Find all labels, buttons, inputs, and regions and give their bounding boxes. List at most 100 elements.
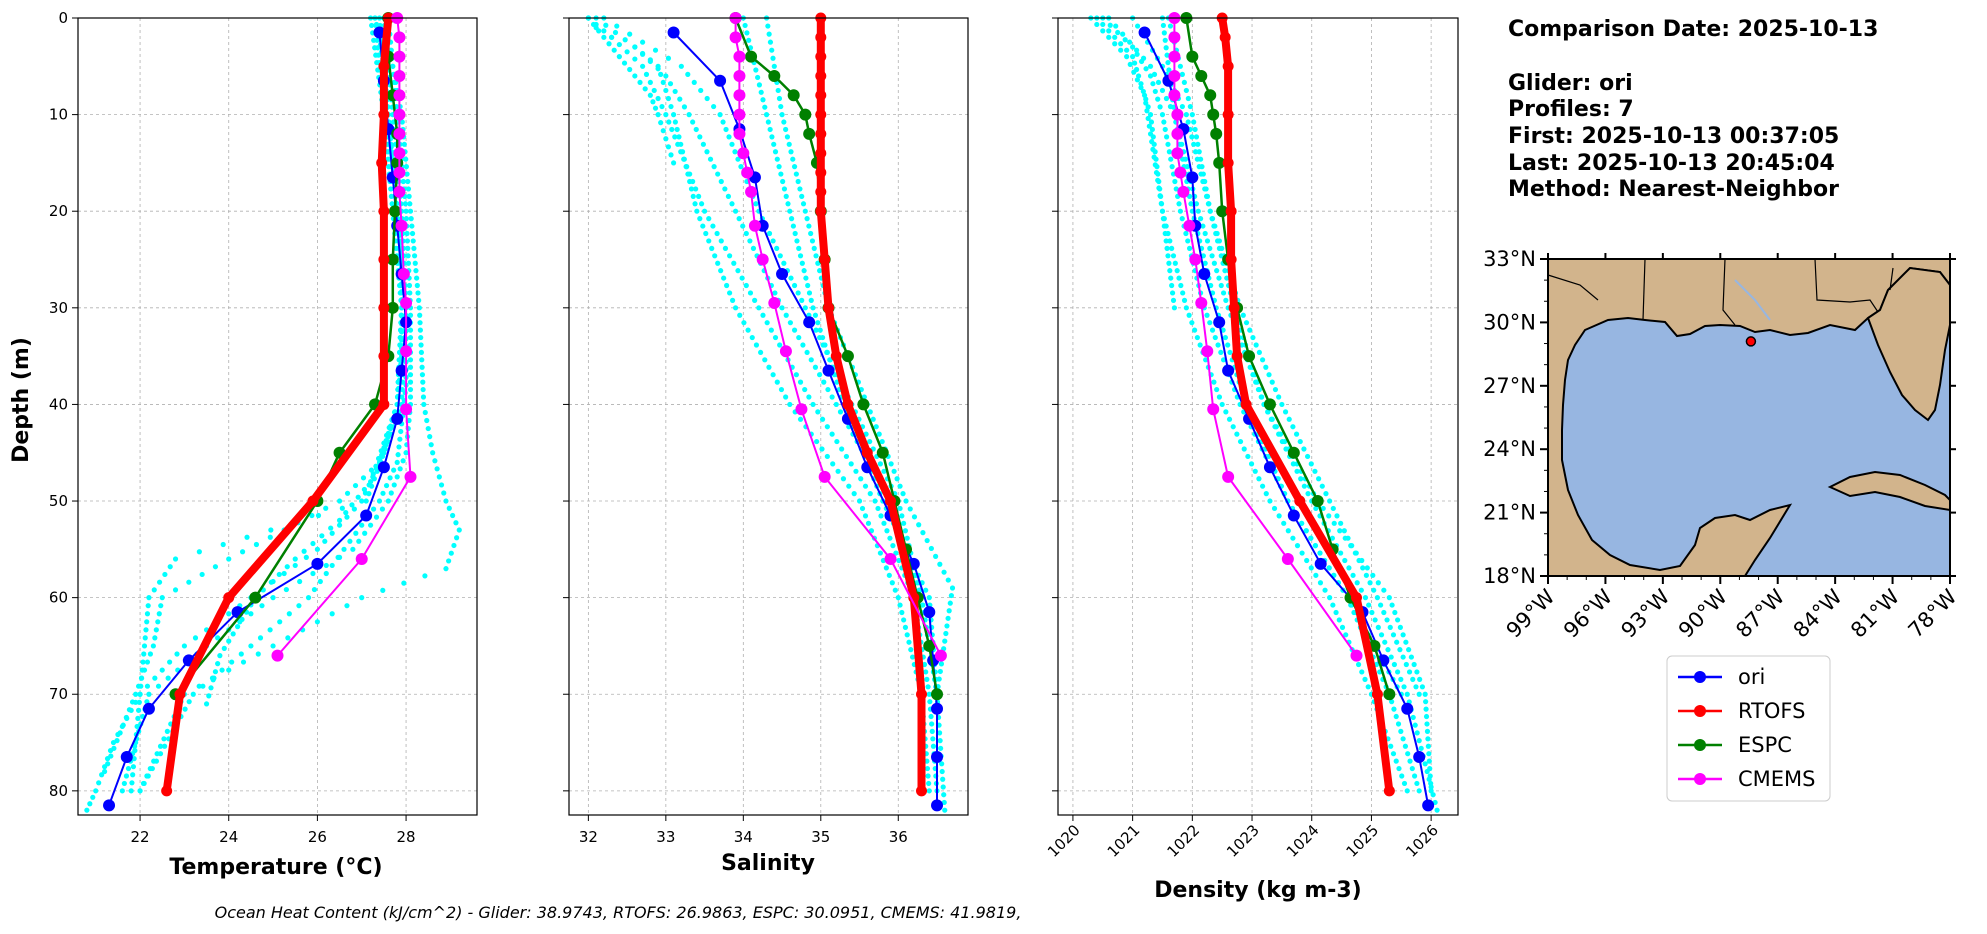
glider-raw-point (1391, 661, 1397, 668)
glider-raw-point (685, 71, 691, 77)
glider-raw-point (407, 290, 413, 296)
glider-raw-point (360, 475, 367, 481)
glider-raw-point (797, 186, 803, 192)
glider-raw-point (783, 312, 789, 318)
glider-raw-point (1330, 602, 1336, 608)
glider-raw-point (400, 458, 406, 464)
series-point-espc (1243, 350, 1256, 363)
glider-raw-point (668, 103, 674, 110)
glider-raw-point (1424, 728, 1431, 734)
glider-raw-point (1122, 37, 1128, 43)
glider-raw-point (387, 423, 394, 429)
glider-raw-point (90, 794, 96, 800)
glider-raw-point (200, 683, 206, 689)
glider-raw-point (819, 416, 826, 422)
glider-raw-point (590, 21, 597, 28)
glider-raw-point (353, 530, 359, 536)
glider-raw-point (446, 505, 452, 511)
glider-raw-point (1267, 498, 1273, 504)
series-point-espc (1195, 69, 1208, 82)
glider-raw-point (235, 624, 241, 630)
glider-raw-point (268, 527, 274, 533)
series-point-rtofs (1383, 785, 1395, 797)
glider-raw-point (441, 490, 447, 496)
glider-raw-point (739, 275, 745, 281)
glider-raw-point (303, 554, 309, 560)
series-point-rtofs (819, 254, 831, 266)
glider-raw-point (397, 342, 403, 348)
glider-raw-point (1388, 743, 1394, 749)
series-point-rtofs (378, 350, 390, 362)
glider-raw-point (1290, 461, 1296, 467)
glider-raw-point (1423, 713, 1430, 720)
series-point-cmems (393, 50, 406, 63)
glider-raw-point (417, 312, 423, 318)
glider-raw-point (793, 372, 799, 378)
glider-raw-point (1147, 73, 1154, 79)
glider-raw-point (1172, 260, 1178, 266)
glider-raw-point (1395, 721, 1402, 727)
glider-raw-point (827, 357, 833, 363)
glider-raw-point (1301, 446, 1307, 452)
glider-raw-point (1422, 761, 1428, 767)
series-point-rtofs (815, 128, 827, 140)
glider-raw-point (1426, 751, 1432, 757)
legend-marker-espc (1694, 739, 1706, 751)
glider-raw-point (141, 643, 148, 649)
glider-raw-point (219, 667, 225, 673)
glider-raw-point (1219, 401, 1225, 408)
glider-raw-point (1207, 208, 1213, 214)
glider-raw-point (283, 586, 289, 593)
glider-raw-point (1181, 297, 1188, 303)
legend-label-rtofs: RTOFS (1738, 699, 1805, 723)
glider-raw-point (858, 476, 864, 482)
glider-raw-point (1158, 200, 1164, 207)
series-point-ori (776, 268, 789, 281)
series-point-ori (667, 26, 680, 39)
glider-raw-point (212, 669, 219, 675)
glider-raw-point (1163, 45, 1169, 51)
glider-raw-point (795, 178, 801, 185)
glider-raw-point (1269, 379, 1275, 385)
glider-raw-point (1193, 201, 1200, 207)
glider-raw-point (190, 691, 196, 697)
legend-box (1666, 655, 1831, 802)
y-tick-label: 10 (49, 106, 68, 124)
x-tick-label: 1023 (1223, 821, 1263, 861)
glider-raw-point (427, 434, 433, 440)
glider-raw-point (212, 564, 219, 570)
glider-raw-point (806, 290, 813, 296)
glider-raw-point (1398, 728, 1404, 734)
glider-raw-point (937, 561, 943, 567)
glider-raw-point (897, 505, 903, 512)
glider-raw-point (920, 530, 926, 536)
glider-raw-point (769, 134, 775, 140)
glider-raw-point (1163, 238, 1169, 244)
glider-raw-point (727, 290, 733, 296)
glider-raw-point (822, 342, 828, 348)
series-point-cmems (393, 31, 406, 44)
series-point-cmems (737, 147, 750, 160)
glider-raw-point (1252, 468, 1258, 474)
glider-raw-point (879, 438, 885, 445)
glider-raw-point (1343, 632, 1349, 638)
series-cmems (271, 12, 417, 662)
glider-raw-point (393, 245, 399, 251)
glider-raw-point (157, 751, 164, 757)
glider-raw-point (1171, 305, 1178, 311)
glider-raw-point (407, 357, 414, 363)
glider-raw-point (763, 112, 770, 118)
glider-raw-point (123, 773, 130, 779)
glider-raw-point (1428, 780, 1434, 787)
glider-raw-point (1317, 550, 1323, 556)
series-point-rtofs (815, 186, 827, 198)
glider-raw-point (805, 282, 811, 289)
glider-raw-point (727, 253, 733, 259)
glider-raw-point (226, 638, 232, 644)
series-point-cmems (393, 69, 406, 82)
series-point-rtofs (223, 592, 235, 604)
glider-raw-point (1147, 131, 1154, 137)
glider-raw-point (601, 34, 607, 40)
glider-raw-point (1408, 654, 1414, 660)
series-point-ori (311, 557, 324, 570)
